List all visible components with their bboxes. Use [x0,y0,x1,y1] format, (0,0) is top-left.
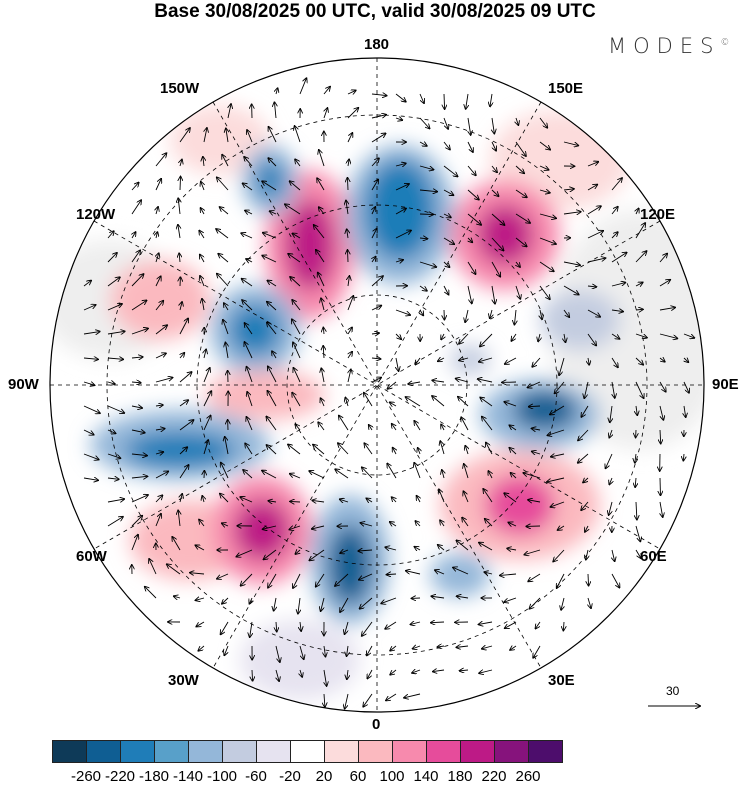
anomaly-region [240,620,360,700]
wind-vector-arrow [290,501,300,502]
lon-label-180: 180 [364,36,389,53]
anomaly-region [540,290,620,350]
polar-map [0,0,750,735]
wind-vector-arrow [588,574,589,586]
anomaly-region [256,162,284,198]
colorbar-swatch [291,741,325,762]
colorbar-swatch [495,741,529,762]
colorbar-swatch [87,741,121,762]
colorbar-label: 260 [515,768,540,785]
colorbar-label: -180 [139,768,169,785]
wind-vector-arrow [347,250,348,262]
anomaly-region [430,553,490,597]
lon-label-90w: 90W [8,376,39,393]
colorbar [52,740,563,763]
wind-vector-arrow [180,177,181,190]
lon-label-120e: 120E [640,206,675,223]
wind-vector-arrow [683,454,684,461]
lon-label-30e: 30E [548,672,575,689]
lon-label-0: 0 [372,716,380,733]
colorbar-label: -140 [173,768,203,785]
colorbar-swatch [427,741,461,762]
wind-vector-arrow [387,574,396,575]
colorbar-label: -20 [279,768,301,785]
anomaly-region [125,432,235,468]
lon-label-120w: 120W [76,206,115,223]
lon-label-60e: 60E [640,548,667,565]
colorbar-label: 220 [481,768,506,785]
colorbar-swatch [359,741,393,762]
reference-vector-label: 30 [666,684,679,698]
wind-vector-arrow [444,94,445,109]
anomaly-region [477,205,533,265]
wind-vector-arrow [347,178,348,190]
colorbar-swatch [53,741,87,762]
anomaly-region [328,525,372,605]
colorbar-swatch [121,741,155,762]
colorbar-swatch [189,741,223,762]
colorbar-label: 100 [379,768,404,785]
colorbar-swatch [529,741,562,762]
colorbar-label: 60 [350,768,367,785]
anomaly-region [485,475,555,535]
colorbar-label: -60 [245,768,267,785]
wind-vector-arrow [252,670,253,681]
wind-vector-arrow [563,622,564,630]
anomaly-region [234,500,290,560]
lon-label-60w: 60W [76,548,107,565]
lon-label-150e: 150E [548,80,583,97]
colorbar-label: -220 [105,768,135,785]
lon-label-150w: 150W [160,80,199,97]
anomaly-region [365,160,435,260]
wind-vector-arrow [420,214,433,215]
anomaly-region [513,390,577,430]
colorbar-swatch [257,741,291,762]
colorbar-label: -260 [71,768,101,785]
colorbar-swatch [325,741,359,762]
colorbar-swatch [393,741,427,762]
colorbar-swatch [223,741,257,762]
anomaly-region [110,260,210,340]
anomaly-region [285,200,335,290]
lon-label-90e: 90E [712,376,739,393]
lon-label-30w: 30W [168,672,199,689]
colorbar-label: 20 [316,768,333,785]
colorbar-label: -100 [207,768,237,785]
colorbar-swatch [155,741,189,762]
colorbar-label: 180 [447,768,472,785]
colorbar-label: 140 [413,768,438,785]
anomaly-region [205,370,325,420]
colorbar-swatch [461,741,495,762]
